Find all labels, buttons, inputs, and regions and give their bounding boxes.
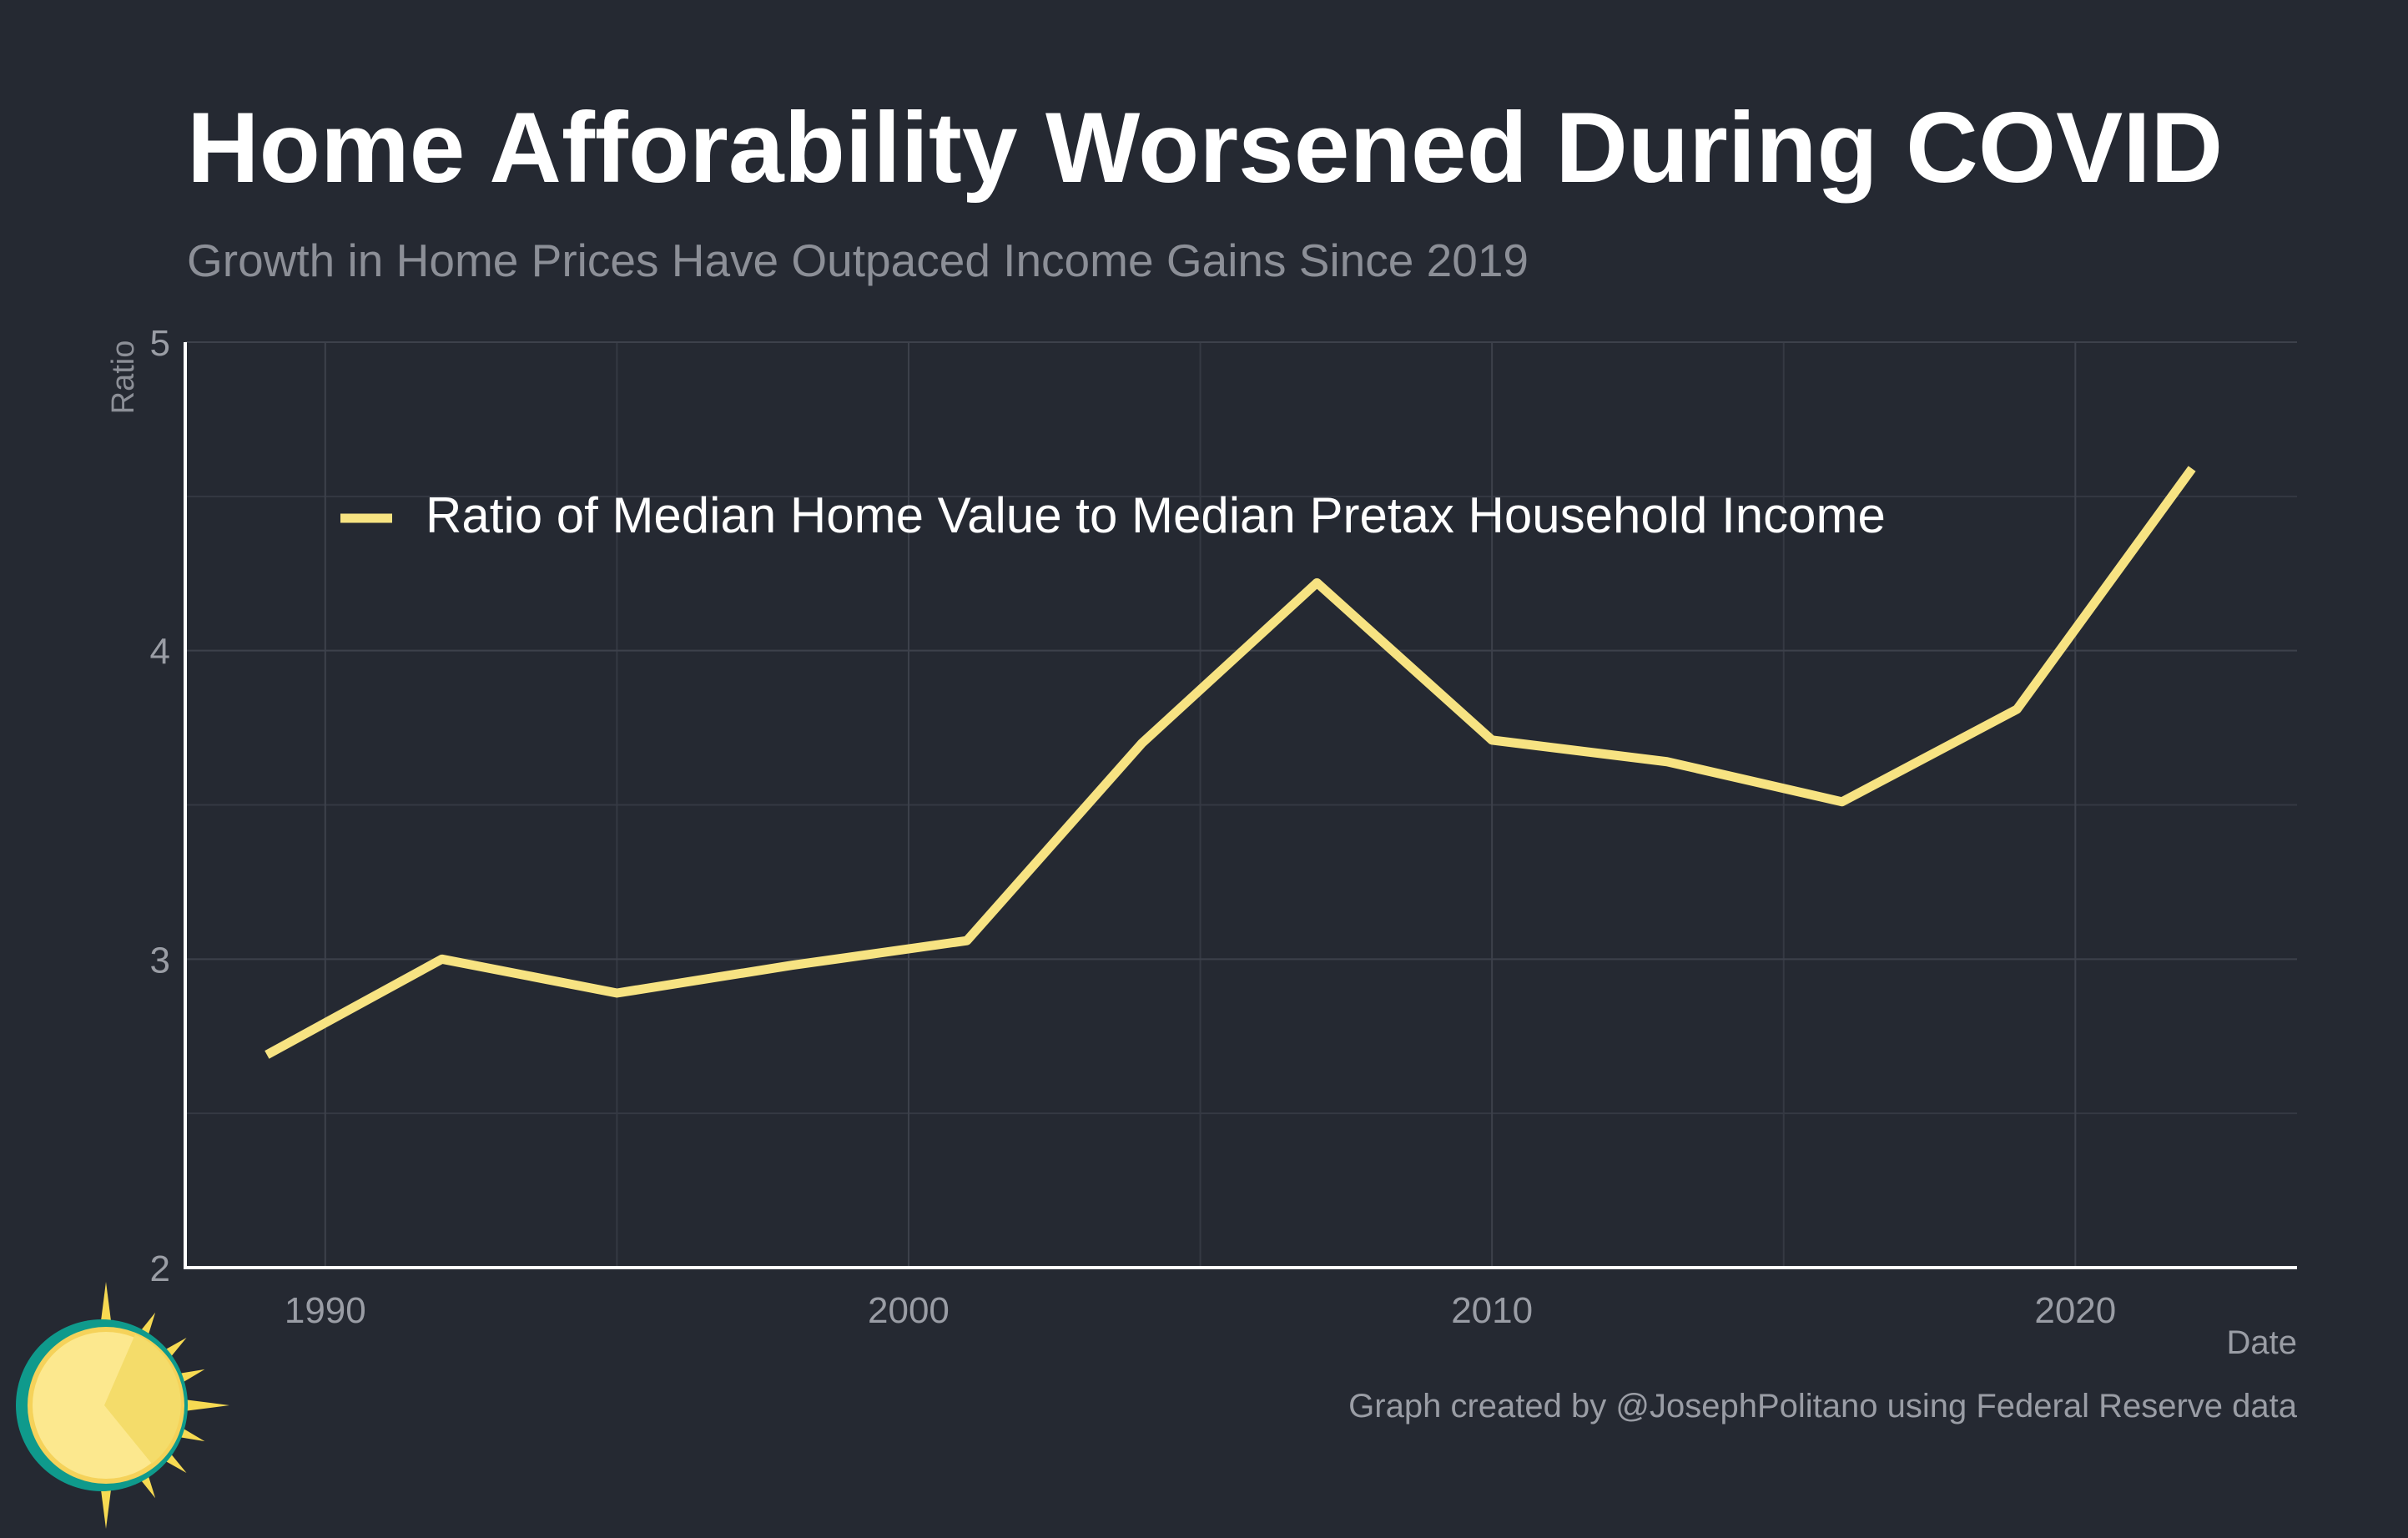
chart-subtitle: Growth in Home Prices Have Outpaced Inco… (187, 234, 1529, 286)
source-caption: Graph created by @JosephPolitano using F… (1348, 1388, 2297, 1425)
tick-labels: 1990 2000 2010 2020 2 3 4 5 (150, 323, 2117, 1331)
grid-minor (185, 342, 2297, 1268)
y-tick-label: 5 (150, 323, 170, 364)
x-tick-label: 2020 (2034, 1290, 2116, 1331)
y-axis-label: Ratio (106, 340, 141, 415)
x-axis-label: Date (2227, 1324, 2298, 1361)
x-tick-label: 1990 (285, 1290, 366, 1331)
series-layer (264, 466, 2196, 1059)
series-line (264, 466, 2196, 1059)
legend-label: Ratio of Median Home Value to Median Pre… (426, 487, 1886, 543)
x-tick-label: 2000 (868, 1290, 950, 1331)
y-tick-label: 3 (150, 940, 170, 981)
legend: Ratio of Median Home Value to Median Pre… (340, 487, 1886, 543)
chart-title: Home Afforability Worsened During COVID (187, 92, 2224, 204)
x-tick-label: 2010 (1451, 1290, 1533, 1331)
axes (184, 342, 2297, 1269)
y-tick-label: 4 (150, 632, 170, 673)
y-tick-label: 2 (150, 1248, 170, 1289)
sun-logo-icon (16, 1282, 229, 1529)
